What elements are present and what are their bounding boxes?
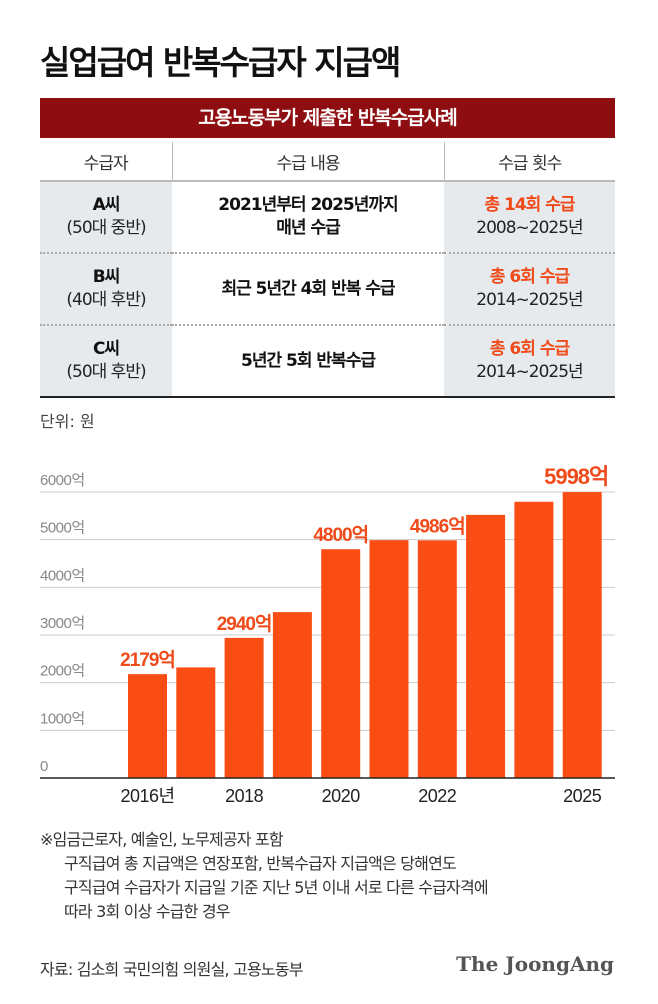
count: 총 14회 수급 — [484, 195, 575, 215]
footnote-line: 따라 3회 이상 수급한 경우 — [64, 902, 231, 921]
footnotes: ※임금근로자, 예술인, 노무제공자 포함 구직급여 총 지급액은 연장포함, … — [40, 828, 489, 924]
y-tick-label: 4000억 — [40, 567, 85, 584]
data-label: 4986억 — [410, 515, 465, 537]
data-label: 5998억 — [544, 464, 608, 489]
x-tick-label: 2020 — [322, 786, 361, 806]
recipient-age: (50대 중반) — [66, 218, 146, 238]
cases-table: 수급자 수급 내용 수급 횟수 A씨 (50대 중반) 2021년부터 2025년… — [40, 142, 615, 398]
header-content: 수급 내용 — [171, 142, 444, 181]
bar-2024 — [514, 501, 554, 778]
source: 자료: 김소희 국민의힘 의원실, 고용노동부 — [40, 960, 303, 979]
bar-2023 — [466, 514, 506, 778]
bar-2018 — [224, 637, 264, 778]
table-caption: 고용노동부가 제출한 반복수급사례 — [40, 98, 615, 138]
content-line: 매년 수급 — [276, 218, 340, 238]
y-tick-label: 2000억 — [40, 663, 85, 680]
table-row: B씨 (40대 후반) 최근 5년간 4회 반복 수급 총 6회 수급 2014~2… — [40, 252, 615, 325]
bar-2017 — [176, 667, 216, 778]
bar-2021 — [369, 540, 409, 778]
y-tick-label: 3000억 — [40, 615, 85, 632]
count: 총 6회 수급 — [489, 339, 570, 359]
y-tick-label: 0 — [40, 758, 48, 775]
period: 2008~2025년 — [476, 218, 583, 238]
publisher-logo: The JoongAng — [456, 952, 614, 976]
data-label: 2179억 — [120, 649, 175, 671]
data-label: 4800억 — [313, 524, 368, 546]
recipient-age: (40대 후반) — [66, 290, 146, 310]
x-tick-label: 2025 — [563, 786, 602, 806]
recipient-name: B씨 — [92, 267, 121, 287]
x-tick-label: 2018 — [225, 786, 264, 806]
bar-2022 — [417, 540, 457, 778]
period: 2014~2025년 — [476, 362, 583, 382]
header-recipient: 수급자 — [83, 153, 129, 174]
footnote-line: 구직급여 수급자가 지급일 기준 지난 5년 이내 서로 다른 수급자격에 — [64, 878, 489, 897]
data-label: 2940억 — [217, 613, 272, 635]
bar-2020 — [321, 549, 361, 778]
content-line: 최근 5년간 4회 반복 수급 — [221, 278, 395, 299]
x-tick-label: 2016년 — [120, 786, 174, 806]
period: 2014~2025년 — [476, 290, 583, 310]
footnote-line: ※임금근로자, 예술인, 노무제공자 포함 — [40, 830, 284, 849]
bar-2016 — [128, 674, 167, 778]
page-title: 실업급여 반복수급자 지급액 — [40, 43, 401, 82]
y-tick-label: 6000억 — [40, 472, 85, 489]
bar-2019 — [272, 612, 312, 778]
recipient-name: A씨 — [92, 195, 121, 215]
header-count: 수급 횟수 — [443, 142, 615, 181]
bar-2025 — [562, 492, 602, 778]
y-tick-label: 5000억 — [40, 520, 85, 537]
y-tick-label: 1000억 — [40, 710, 85, 727]
count: 총 6회 수급 — [489, 267, 570, 287]
x-tick-label: 2022 — [418, 786, 457, 806]
content-line: 5년간 5회 반복수급 — [241, 350, 376, 371]
footnote-line: 구직급여 총 지급액은 연장포함, 반복수급자 지급액은 당해연도 — [64, 854, 457, 873]
unit-label: 단위: 원 — [40, 412, 95, 431]
recipient-name: C씨 — [92, 339, 120, 359]
table-row: C씨 (50대 후반) 5년간 5회 반복수급 총 6회 수급 2014~2025년 — [40, 324, 615, 398]
content-line: 2021년부터 2025년까지 — [218, 195, 398, 215]
recipient-age: (50대 후반) — [66, 362, 146, 382]
